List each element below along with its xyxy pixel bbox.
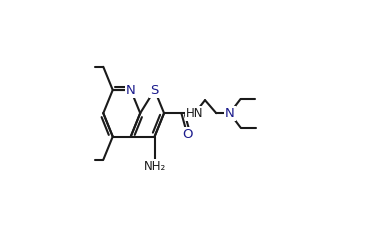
Text: N: N [225, 107, 235, 120]
Text: N: N [126, 83, 136, 97]
Text: S: S [151, 83, 159, 97]
Text: HN: HN [186, 107, 203, 120]
Text: O: O [182, 128, 193, 142]
Text: NH₂: NH₂ [143, 160, 166, 173]
